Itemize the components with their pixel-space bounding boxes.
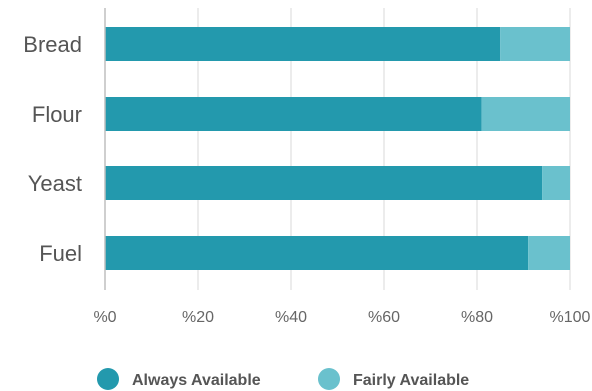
category-label-yeast: Yeast: [28, 171, 82, 196]
bar-yeast-always-available: [105, 166, 543, 200]
category-label-bread: Bread: [23, 32, 82, 57]
legend-label-fairly-available: Fairly Available: [353, 372, 469, 389]
category-labels: Bread Flour Yeast Fuel: [23, 32, 82, 266]
x-tick-label-80: %80: [461, 309, 493, 326]
x-tick-labels: %0 %20 %40 %60 %80 %100: [93, 309, 590, 326]
bar-flour-fairly-available: [481, 97, 570, 131]
x-tick-label-0: %0: [93, 309, 116, 326]
legend-label-always-available: Always Available: [132, 372, 261, 389]
bar-bread-fairly-available: [500, 27, 570, 61]
legend-swatch-always-available: [97, 368, 119, 390]
legend: Always Available Fairly Available: [97, 368, 469, 390]
bar-fuel-always-available: [105, 236, 529, 270]
legend-swatch-fairly-available: [318, 368, 340, 390]
bar-fuel-fairly-available: [528, 236, 570, 270]
bar-yeast-fairly-available: [542, 166, 570, 200]
category-label-flour: Flour: [32, 102, 82, 127]
x-tick-label-40: %40: [275, 309, 307, 326]
x-tick-label-60: %60: [368, 309, 400, 326]
category-label-fuel: Fuel: [39, 241, 82, 266]
bar-flour-always-available: [105, 97, 482, 131]
bars: [105, 27, 570, 270]
x-tick-label-100: %100: [550, 309, 591, 326]
x-tick-label-20: %20: [182, 309, 214, 326]
bar-bread-always-available: [105, 27, 501, 61]
